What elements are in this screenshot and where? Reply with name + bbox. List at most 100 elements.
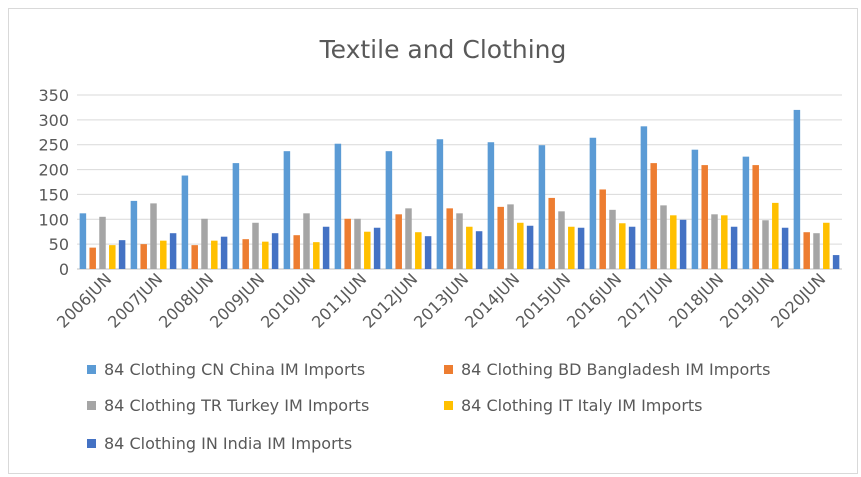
bar xyxy=(619,223,626,269)
bar xyxy=(589,137,597,269)
legend-swatch xyxy=(87,439,96,448)
bar xyxy=(628,226,636,269)
y-tick-label: 50 xyxy=(49,235,69,254)
bar xyxy=(721,215,728,269)
bar xyxy=(507,204,514,269)
bar xyxy=(650,163,657,269)
bar xyxy=(405,208,412,269)
bar xyxy=(466,226,473,269)
bar xyxy=(191,245,198,269)
bar xyxy=(109,245,116,269)
chart-frame: Textile and Clothing 0 50 100 150 200 250 300 3… xyxy=(8,8,858,474)
bar xyxy=(475,231,483,269)
bar xyxy=(660,205,667,269)
bar xyxy=(89,247,96,269)
x-tick-label: 2016JUN xyxy=(563,269,625,331)
bar xyxy=(781,227,789,269)
bar xyxy=(354,218,361,269)
bar xyxy=(832,255,840,269)
bar xyxy=(548,197,555,269)
legend-label: 84 Clothing BD Bangladesh IM Imports xyxy=(461,360,770,379)
bar xyxy=(322,226,330,269)
chart-title: Textile and Clothing xyxy=(319,35,567,64)
bar xyxy=(609,209,616,269)
y-tick-label: 100 xyxy=(38,210,69,229)
x-tick-label: 2018JUN xyxy=(665,269,727,331)
bar xyxy=(640,126,648,269)
bar xyxy=(262,241,269,269)
bar xyxy=(130,200,138,269)
y-tick-label: 200 xyxy=(38,161,69,180)
bar xyxy=(252,222,259,269)
bar xyxy=(670,215,677,269)
bar xyxy=(220,236,228,269)
x-tick-label: 2013JUN xyxy=(410,269,472,331)
bar xyxy=(201,218,208,269)
bar xyxy=(436,139,444,269)
bar xyxy=(118,240,126,269)
bar xyxy=(568,226,575,269)
bar xyxy=(456,213,463,269)
bar xyxy=(446,208,453,269)
bar xyxy=(271,233,279,269)
bar xyxy=(181,175,189,269)
legend-label: 84 Clothing IT Italy IM Imports xyxy=(461,396,703,415)
x-tick-label: 2015JUN xyxy=(512,269,574,331)
bar xyxy=(742,156,750,269)
bar xyxy=(558,211,565,269)
bar xyxy=(293,235,300,269)
bar xyxy=(487,142,495,269)
bar xyxy=(150,203,157,269)
legend-swatch xyxy=(87,365,96,374)
bar xyxy=(599,189,606,269)
legend: 84 Clothing CN China IM Imports 84 Clothi… xyxy=(87,360,770,453)
bar xyxy=(334,143,342,269)
bar xyxy=(169,233,177,269)
bar xyxy=(577,227,585,269)
bar xyxy=(497,206,504,269)
x-tick-label: 2014JUN xyxy=(461,269,523,331)
bar xyxy=(242,239,249,269)
bar xyxy=(415,232,422,269)
legend-swatch xyxy=(444,401,453,410)
x-tick-label: 2010JUN xyxy=(257,269,319,331)
bar xyxy=(99,216,106,269)
y-tick-label: 0 xyxy=(59,260,69,279)
bar xyxy=(344,218,351,269)
bar xyxy=(79,213,87,269)
bar xyxy=(711,214,718,269)
x-tick-label: 2012JUN xyxy=(359,269,421,331)
bar xyxy=(813,233,820,269)
bar xyxy=(364,231,371,269)
bar xyxy=(701,165,708,269)
bar xyxy=(303,213,310,269)
x-tick-label: 2011JUN xyxy=(308,269,370,331)
y-tick-label: 350 xyxy=(38,86,69,105)
bar xyxy=(538,145,546,269)
y-axis-ticks: 0 50 100 150 200 250 300 350 xyxy=(38,86,69,279)
y-tick-label: 250 xyxy=(38,136,69,155)
y-tick-label: 150 xyxy=(38,185,69,204)
x-tick-label: 2019JUN xyxy=(716,269,778,331)
bar xyxy=(803,232,810,269)
bar xyxy=(313,242,320,269)
bar xyxy=(752,165,759,269)
x-axis-ticks: 2006JUN2007JUN2008JUN2009JUN2010JUN2011J… xyxy=(53,269,829,331)
bar xyxy=(762,220,769,269)
bar xyxy=(823,222,830,269)
bar xyxy=(424,236,432,269)
legend-label: 84 Clothing TR Turkey IM Imports xyxy=(104,396,369,415)
bar xyxy=(160,240,167,269)
bar xyxy=(395,214,402,269)
bar xyxy=(211,240,218,269)
legend-label: 84 Clothing IN India IM Imports xyxy=(104,434,352,453)
x-tick-label: 2017JUN xyxy=(614,269,676,331)
legend-label: 84 Clothing CN China IM Imports xyxy=(104,360,365,379)
bar xyxy=(232,163,240,269)
bar xyxy=(283,151,291,269)
bar xyxy=(140,244,147,269)
x-tick-label: 2008JUN xyxy=(155,269,217,331)
y-tick-label: 300 xyxy=(38,111,69,130)
bar xyxy=(772,202,779,269)
bar xyxy=(730,226,738,269)
